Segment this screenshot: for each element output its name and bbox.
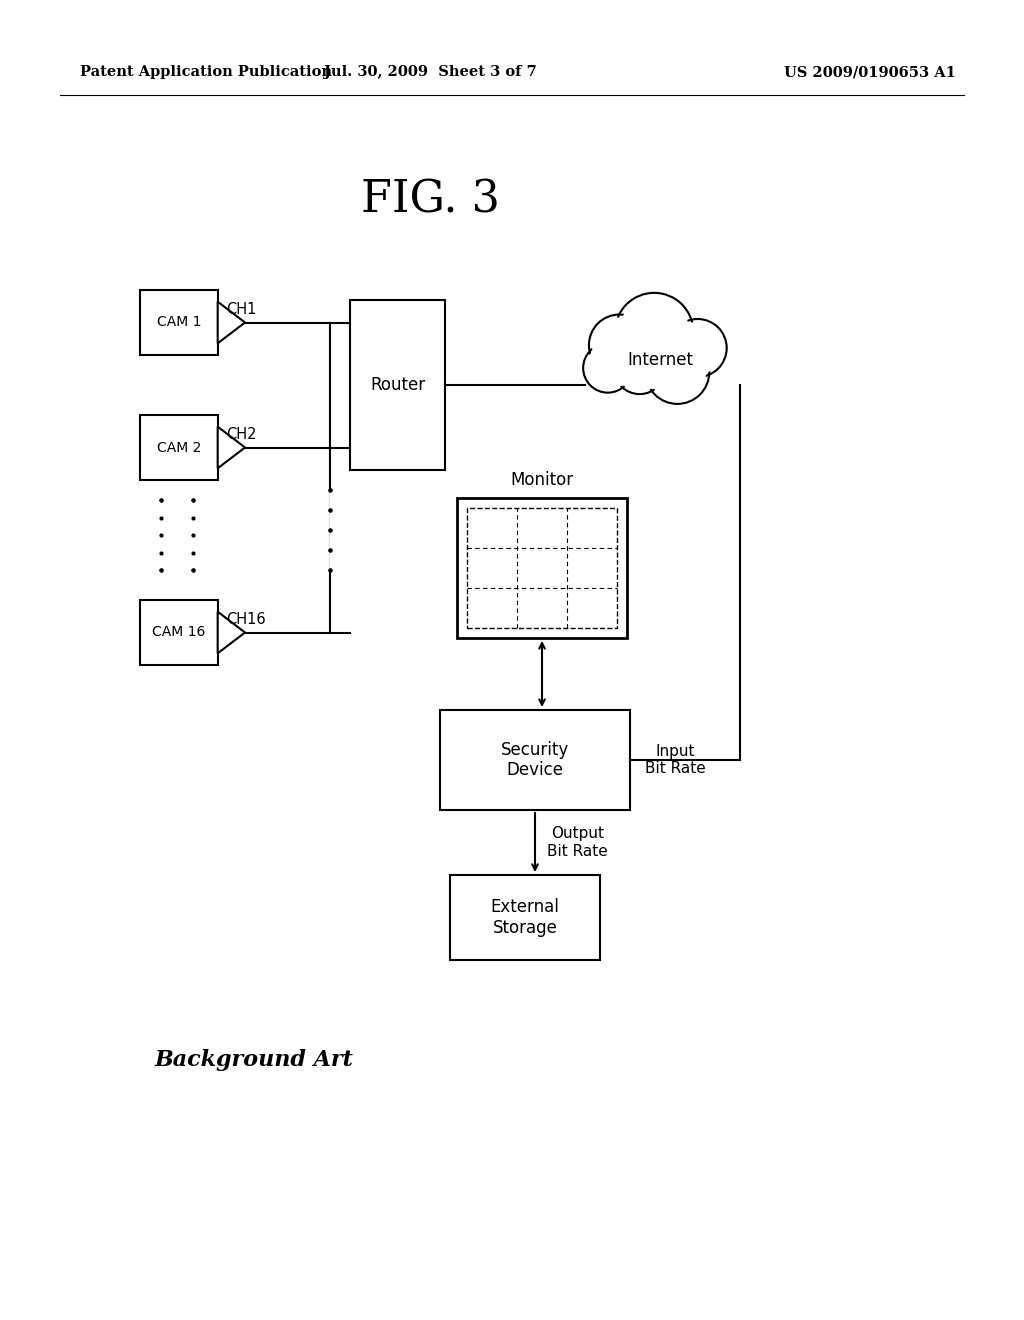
Text: CAM 16: CAM 16 [153, 626, 206, 639]
Circle shape [669, 319, 727, 378]
Polygon shape [218, 611, 245, 653]
Text: CAM 1: CAM 1 [157, 315, 201, 330]
FancyBboxPatch shape [350, 300, 445, 470]
Text: Security
Device: Security Device [501, 741, 569, 779]
Text: Background Art: Background Art [155, 1049, 354, 1071]
Text: CH1: CH1 [225, 302, 256, 317]
Polygon shape [218, 302, 245, 343]
Polygon shape [140, 290, 218, 355]
Circle shape [615, 293, 693, 371]
Text: Patent Application Publication: Patent Application Publication [80, 65, 332, 79]
Circle shape [613, 342, 666, 395]
FancyBboxPatch shape [450, 875, 600, 960]
Text: Internet: Internet [627, 351, 693, 370]
Text: US 2009/0190653 A1: US 2009/0190653 A1 [784, 65, 956, 79]
Polygon shape [140, 414, 218, 480]
FancyBboxPatch shape [440, 710, 630, 810]
Circle shape [583, 343, 633, 392]
Text: CAM 2: CAM 2 [157, 441, 201, 454]
Circle shape [589, 314, 650, 375]
Text: Input
Bit Rate: Input Bit Rate [645, 743, 706, 776]
FancyBboxPatch shape [467, 508, 617, 628]
Circle shape [593, 318, 646, 372]
Text: Jul. 30, 2009  Sheet 3 of 7: Jul. 30, 2009 Sheet 3 of 7 [324, 65, 537, 79]
Text: Output
Bit Rate: Output Bit Rate [547, 826, 608, 859]
Circle shape [672, 322, 723, 374]
Circle shape [645, 341, 710, 404]
Text: Router: Router [370, 376, 425, 393]
Text: FIG. 3: FIG. 3 [360, 178, 500, 222]
Text: CH16: CH16 [225, 612, 265, 627]
Circle shape [616, 345, 663, 391]
Circle shape [649, 345, 706, 400]
Text: CH2: CH2 [225, 426, 256, 442]
Circle shape [620, 297, 689, 367]
FancyBboxPatch shape [457, 498, 627, 638]
Polygon shape [218, 426, 245, 469]
Text: External
Storage: External Storage [490, 898, 559, 937]
Circle shape [586, 346, 630, 389]
Text: Monitor: Monitor [510, 471, 573, 488]
Polygon shape [140, 601, 218, 665]
